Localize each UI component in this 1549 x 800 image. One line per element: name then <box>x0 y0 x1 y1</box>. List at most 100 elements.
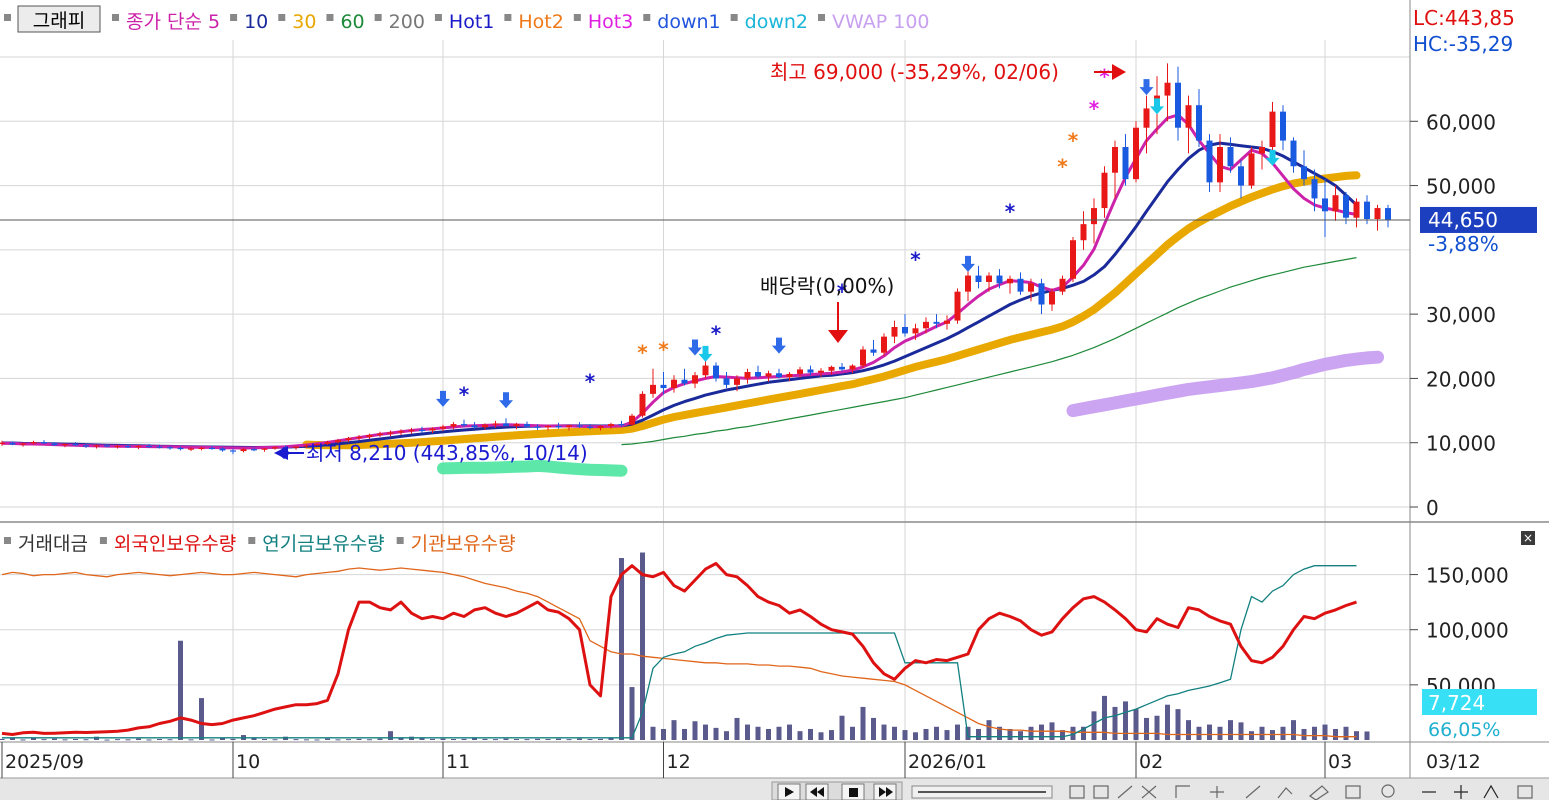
legend-item-4[interactable]: 200 <box>389 11 425 33</box>
down-arrow-icon <box>1265 149 1280 166</box>
volume-bar <box>1165 704 1170 740</box>
candle-body <box>471 425 478 428</box>
volume-bar <box>0 738 5 740</box>
legend-item-7[interactable]: Hot3 <box>588 11 633 33</box>
candle-body <box>1091 208 1097 225</box>
volume-bar <box>346 739 351 741</box>
volume-bar <box>230 738 236 740</box>
tool-plus-icon[interactable] <box>1210 786 1224 798</box>
volume-bar <box>493 739 498 741</box>
star-icon: * <box>837 280 848 304</box>
star-icon: * <box>910 248 921 272</box>
candle-body <box>1374 208 1381 219</box>
legend-item-5[interactable]: Hot1 <box>449 11 494 33</box>
volume-bar <box>1196 726 1202 740</box>
volume-current-label: 7,724 <box>1428 691 1485 715</box>
tool-box-icon[interactable] <box>1345 785 1361 799</box>
volume-bar <box>146 739 152 741</box>
volume-legend-item-0[interactable]: 거래대금 <box>18 533 88 555</box>
volume-legend-item-1[interactable]: 외국인보유수량 <box>114 533 236 555</box>
candle-body <box>1269 111 1276 147</box>
pension-holdings-line <box>2 565 1357 739</box>
legend-square-icon <box>112 14 119 21</box>
legend-item-1[interactable]: 10 <box>244 11 268 33</box>
volume-bar <box>31 738 36 740</box>
legend-square-icon <box>374 14 382 21</box>
legend-square-icon <box>434 14 442 21</box>
volume-bar <box>430 738 435 740</box>
volume-bar <box>608 738 614 740</box>
volume-bar <box>157 739 162 741</box>
legend-square-icon <box>730 14 738 21</box>
tool-search-icon[interactable] <box>1381 784 1395 798</box>
volume-bar <box>1175 709 1181 740</box>
candle-body <box>576 425 583 427</box>
volume-bar <box>125 739 131 741</box>
legend-item-2[interactable]: 30 <box>292 11 316 33</box>
candle-body <box>1007 278 1013 284</box>
volume-bar <box>83 739 89 741</box>
tool-eraser-icon[interactable] <box>1308 785 1329 800</box>
candle-body <box>1028 283 1034 292</box>
legend-item-6[interactable]: Hot2 <box>518 11 563 33</box>
tool-line-icon[interactable] <box>1117 785 1133 799</box>
candle-body <box>251 449 257 451</box>
high-arrow-icon <box>1112 64 1126 80</box>
volume-legend-item-2[interactable]: 연기금보유수량 <box>262 533 384 555</box>
candle-body <box>660 384 667 389</box>
rewind-icon <box>810 787 824 797</box>
legend-square-icon <box>818 14 825 21</box>
tool-zoom-in-icon[interactable] <box>1454 785 1468 799</box>
star-icon: * <box>1005 199 1016 223</box>
candle-body <box>870 349 877 353</box>
date-tick-label: 02 <box>1139 751 1163 773</box>
volume-bar <box>766 728 771 740</box>
candle-body <box>72 444 79 446</box>
volume-bar <box>1291 720 1296 740</box>
volume-tick-label: 150,000 <box>1426 564 1509 588</box>
volume-tick-label: 100,000 <box>1426 619 1509 643</box>
tool-up-icon[interactable] <box>1483 784 1499 799</box>
legend-item-10[interactable]: VWAP 100 <box>832 11 930 33</box>
volume-bar <box>629 687 635 740</box>
tool-cross-icon[interactable] <box>1141 785 1157 799</box>
tool-copy-icon[interactable] <box>1093 785 1109 799</box>
volume-bar <box>535 738 540 740</box>
date-tick-label: 03 <box>1328 751 1352 773</box>
close-pane-button[interactable] <box>1521 531 1535 545</box>
tool-angle-icon[interactable] <box>1175 785 1190 798</box>
tool-wave-icon[interactable] <box>1277 787 1293 799</box>
volume-bar <box>199 698 204 740</box>
candle-body <box>1280 111 1286 141</box>
legend-square-icon <box>643 14 651 21</box>
legend-item-8[interactable]: down1 <box>657 11 720 33</box>
volume-bar <box>545 739 551 741</box>
tool-zoom-icon[interactable] <box>1069 785 1085 799</box>
volume-bar <box>356 738 362 740</box>
last-date-label: 03/12 <box>1426 751 1481 773</box>
candle-body <box>713 365 719 379</box>
candle-body <box>41 442 47 444</box>
star-icon: * <box>1057 154 1068 178</box>
volume-bar <box>692 721 698 740</box>
legend-item-9[interactable]: down2 <box>745 11 808 33</box>
legend-item-3[interactable]: 60 <box>340 11 364 33</box>
legend-item-0[interactable]: 종가 단순 5 <box>126 11 220 33</box>
candle-body <box>1185 105 1192 128</box>
tool-trend-icon[interactable] <box>1245 785 1261 799</box>
tool-window-icon[interactable] <box>1517 785 1533 799</box>
volume-bar <box>304 739 309 741</box>
star-icon: * <box>658 338 669 362</box>
candle-body <box>1322 198 1328 212</box>
volume-bar <box>829 730 834 740</box>
candle-body <box>828 366 835 371</box>
down-arrow-icon <box>772 337 786 354</box>
candle-body <box>1206 140 1213 183</box>
graph-button[interactable] <box>17 5 101 33</box>
candles <box>0 63 1391 455</box>
star-icon: * <box>1068 129 1079 153</box>
candle-body <box>93 445 100 447</box>
candle-body <box>83 445 89 447</box>
volume-legend-item-3[interactable]: 기관보유수량 <box>411 533 516 555</box>
candle-body <box>230 450 236 452</box>
